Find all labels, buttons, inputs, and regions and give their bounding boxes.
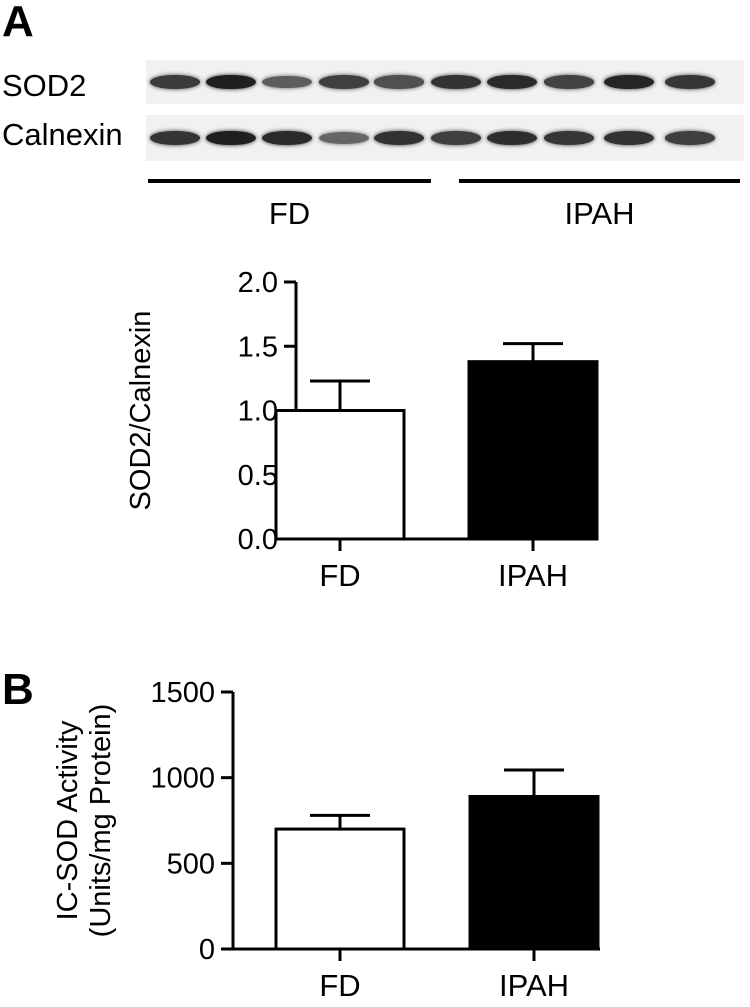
- y-axis-label-line2: (Units/mg Protein): [85, 704, 117, 938]
- chart-ic-sod-activity: 0 500 1000 1500 IC-SOD Activity (Units/mg Pro…: [52, 677, 600, 1003]
- western-blot-sod2-strip: [146, 60, 744, 104]
- bar-ipah: [467, 360, 599, 541]
- bar-fd: [274, 409, 406, 541]
- group-line-fd: [148, 179, 431, 183]
- x-tick-label: FD: [319, 968, 360, 1003]
- blot-band: [431, 131, 481, 145]
- blot-band: [431, 74, 481, 89]
- group-line-ipah: [459, 179, 740, 183]
- y-tick-label: 500: [167, 848, 215, 880]
- chart-sod2-calnexin: 0.0 0.5 1.0 1.5 2.0 SOD2/Calnexin FD IPAH: [125, 267, 599, 593]
- x-tick-label: IPAH: [498, 558, 568, 593]
- blot-band: [604, 74, 654, 90]
- y-tick-label: 2.0: [238, 267, 278, 299]
- blot-band: [206, 74, 256, 90]
- blot-band: [604, 130, 654, 145]
- blot-band: [544, 75, 594, 89]
- blot-band: [150, 75, 200, 89]
- blot-band: [206, 130, 256, 146]
- blot-label-calnexin: Calnexin: [2, 117, 123, 152]
- y-tick-label: 0: [199, 934, 215, 966]
- blot-band: [262, 75, 312, 89]
- group-label-fd: FD: [268, 196, 311, 231]
- bar-fd: [274, 827, 406, 951]
- blot-band: [665, 131, 715, 145]
- blot-band: [150, 131, 200, 145]
- x-tick-label: IPAH: [499, 968, 569, 1003]
- western-blot-calnexin-strip: [146, 115, 744, 161]
- blot-band: [487, 130, 537, 146]
- blot-band: [319, 131, 369, 145]
- bar-ipah: [468, 795, 600, 951]
- group-label-ipah: IPAH: [564, 196, 635, 231]
- y-tick-label: 0.0: [238, 524, 278, 556]
- panel-b-letter: B: [2, 665, 34, 714]
- blot-band: [665, 75, 715, 89]
- y-tick-label: 1.0: [238, 396, 278, 428]
- y-tick-label: 1.5: [238, 331, 278, 363]
- y-tick-label: 1000: [150, 763, 215, 795]
- blot-band: [374, 75, 424, 89]
- y-axis-label: IC-SOD Activity: [52, 720, 84, 920]
- y-axis-label: SOD2/Calnexin: [125, 311, 157, 511]
- blot-band: [262, 130, 312, 146]
- blot-label-sod2: SOD2: [2, 68, 87, 103]
- y-tick-label: 1500: [150, 677, 215, 709]
- y-tick-label: 0.5: [238, 460, 278, 492]
- panel-a-letter: A: [2, 0, 34, 46]
- blot-band: [544, 131, 594, 145]
- blot-band: [374, 130, 424, 145]
- x-tick-label: FD: [319, 558, 360, 593]
- blot-band: [319, 75, 369, 89]
- blot-band: [487, 74, 537, 90]
